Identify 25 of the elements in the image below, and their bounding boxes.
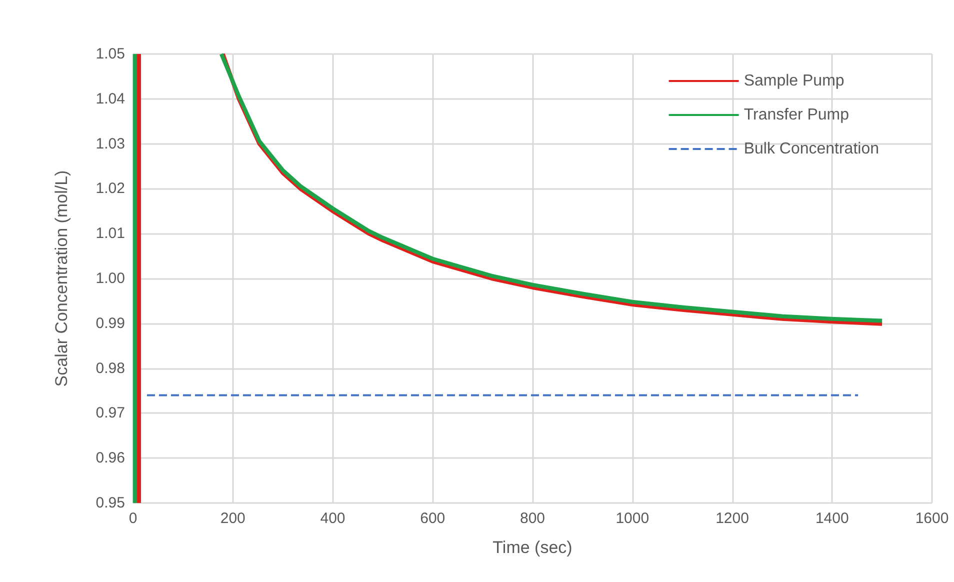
x-tick-label: 1400 — [815, 510, 849, 527]
legend-label: Sample Pump — [744, 72, 844, 90]
legend-label: Transfer Pump — [744, 106, 850, 124]
y-tick-label: 0.95 — [96, 494, 125, 512]
y-tick-label: 0.97 — [96, 404, 125, 422]
x-tick-label: 400 — [320, 510, 346, 527]
y-tick-label: 0.98 — [96, 360, 125, 377]
y-tick-label: 1.02 — [96, 180, 125, 198]
x-tick-label: 600 — [420, 510, 446, 527]
x-tick-label: 800 — [520, 510, 546, 527]
x-tick-label: 200 — [220, 510, 246, 527]
y-tick-label: 0.99 — [96, 314, 125, 332]
x-tick-label: 1200 — [716, 510, 749, 527]
y-tick-label: 1.01 — [96, 225, 125, 242]
x-axis-title: Time (sec) — [492, 538, 572, 557]
x-tick-label: 0 — [128, 510, 138, 527]
x-tick-label: 1600 — [915, 510, 949, 527]
y-tick-label: 1.04 — [96, 90, 125, 108]
legend-label: Bulk Concentration — [744, 140, 879, 158]
y-tick-label: 1.03 — [96, 135, 125, 152]
y-axis-title: Scalar Concentration (mol/L) — [52, 170, 71, 387]
y-tick-label: 1.00 — [96, 270, 125, 287]
x-tick-label: 1000 — [616, 510, 650, 527]
y-tick-label: 1.05 — [96, 46, 125, 62]
y-tick-label: 0.96 — [96, 450, 125, 467]
